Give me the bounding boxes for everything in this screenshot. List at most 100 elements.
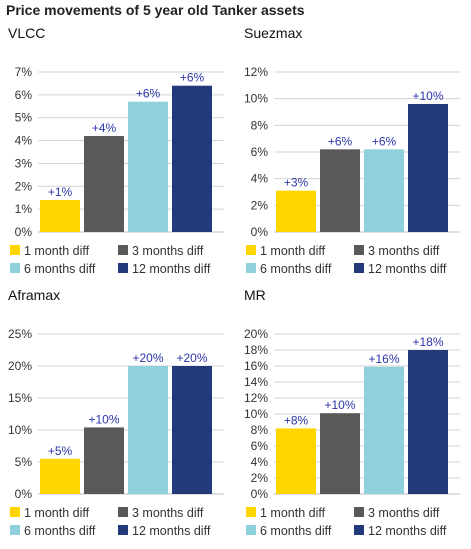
- data-label: +8%: [284, 413, 309, 427]
- legend-label: 6 months diff: [260, 524, 332, 538]
- bar-6-months-diff: [364, 366, 404, 494]
- bar-12-months-diff: [172, 366, 212, 494]
- bar-6-months-diff: [364, 149, 404, 232]
- legend-swatch: [354, 263, 364, 273]
- panel-title: Suezmax: [244, 25, 302, 41]
- y-tick-label: 0%: [15, 487, 33, 501]
- y-tick-label: 3%: [15, 156, 33, 170]
- legend-swatch: [354, 245, 364, 255]
- y-tick-label: 1%: [15, 202, 33, 216]
- data-label: +4%: [92, 121, 117, 135]
- y-tick-label: 8%: [251, 118, 269, 132]
- legend-swatch: [246, 507, 256, 517]
- y-tick-label: 7%: [15, 65, 33, 79]
- bar-3-months-diff: [84, 427, 124, 494]
- y-tick-label: 8%: [251, 423, 269, 437]
- data-label: +6%: [180, 71, 205, 85]
- bar-1-month-diff: [276, 428, 316, 494]
- y-tick-label: 6%: [15, 88, 33, 102]
- y-tick-label: 0%: [251, 487, 269, 501]
- data-label: +10%: [324, 398, 355, 412]
- panel-mr: MR 0% 2% 4% 6% 8% 10% 12% 14% 16% 18% 20% +8% +10% +16…: [236, 284, 471, 549]
- legend-swatch: [118, 507, 128, 517]
- y-tick-label: 15%: [8, 391, 32, 405]
- y-tick-label: 16%: [244, 359, 268, 373]
- data-label: +6%: [328, 134, 353, 148]
- legend-label: 6 months diff: [24, 524, 96, 538]
- y-tick-label: 10%: [244, 92, 268, 106]
- data-label: +20%: [176, 351, 207, 365]
- panel-suezmax: Suezmax 0% 2% 4% 6% 8% 10% 12% +3% +6% +6% +10% 1 mo…: [236, 22, 471, 287]
- y-tick-label: 5%: [15, 455, 33, 469]
- y-tick-label: 5%: [15, 111, 33, 125]
- data-label: +10%: [88, 412, 119, 426]
- legend-label: 1 month diff: [260, 506, 326, 520]
- y-tick-label: 18%: [244, 343, 268, 357]
- y-tick-label: 10%: [244, 407, 268, 421]
- legend-swatch: [10, 507, 20, 517]
- legend-swatch: [118, 263, 128, 273]
- legend-label: 12 months diff: [368, 262, 447, 276]
- legend-label: 12 months diff: [132, 524, 211, 538]
- bar-6-months-diff: [128, 101, 168, 232]
- chart-main-title: Price movements of 5 year old Tanker ass…: [6, 2, 305, 18]
- data-label: +18%: [412, 335, 443, 349]
- legend-label: 3 months diff: [368, 506, 440, 520]
- legend-label: 1 month diff: [24, 506, 90, 520]
- legend-label: 1 month diff: [260, 244, 326, 258]
- bar-6-months-diff: [128, 366, 168, 494]
- legend-label: 1 month diff: [24, 244, 90, 258]
- legend-swatch: [246, 525, 256, 535]
- panel-aframax: Aframax 0% 5% 10% 15% 20% 25% +5% +10% +20% +20% 1 …: [0, 284, 235, 549]
- y-tick-label: 12%: [244, 391, 268, 405]
- panel-vlcc: VLCC 0% 1% 2% 3% 4% 5% 6% 7% +1% +4% +6% +6% 1 month …: [0, 22, 235, 287]
- legend-swatch: [354, 507, 364, 517]
- legend-swatch: [118, 525, 128, 535]
- data-label: +16%: [368, 352, 399, 366]
- chart-svg: Suezmax 0% 2% 4% 6% 8% 10% 12% +3% +6% +6% +10% 1 mo…: [244, 25, 460, 276]
- data-label: +5%: [48, 444, 73, 458]
- y-tick-label: 6%: [251, 439, 269, 453]
- bar-1-month-diff: [40, 200, 80, 232]
- legend-label: 6 months diff: [24, 262, 96, 276]
- chart-svg: VLCC 0% 1% 2% 3% 4% 5% 6% 7% +1% +4% +6% +6% 1 month …: [8, 25, 224, 276]
- y-tick-label: 4%: [251, 455, 269, 469]
- data-label: +6%: [372, 134, 397, 148]
- legend-swatch: [118, 245, 128, 255]
- y-tick-label: 6%: [251, 145, 269, 159]
- y-tick-label: 10%: [8, 423, 32, 437]
- legend-label: 3 months diff: [368, 244, 440, 258]
- bar-3-months-diff: [320, 149, 360, 232]
- bar-12-months-diff: [408, 350, 448, 494]
- data-label: +3%: [284, 176, 309, 190]
- y-tick-label: 0%: [15, 225, 33, 239]
- y-tick-label: 2%: [251, 471, 269, 485]
- legend-swatch: [10, 525, 20, 535]
- bar-3-months-diff: [320, 413, 360, 494]
- data-label: +6%: [136, 87, 161, 101]
- y-tick-label: 14%: [244, 375, 268, 389]
- legend-swatch: [246, 245, 256, 255]
- legend-swatch: [10, 263, 20, 273]
- panel-title: VLCC: [8, 25, 45, 41]
- data-label: +20%: [132, 351, 163, 365]
- y-tick-label: 2%: [251, 198, 269, 212]
- bar-12-months-diff: [408, 104, 448, 232]
- legend-label: 6 months diff: [260, 262, 332, 276]
- y-tick-label: 4%: [251, 172, 269, 186]
- y-tick-label: 12%: [244, 65, 268, 79]
- y-tick-label: 20%: [244, 327, 268, 341]
- data-label: +1%: [48, 185, 73, 199]
- legend-swatch: [246, 263, 256, 273]
- legend-swatch: [354, 525, 364, 535]
- data-label: +10%: [412, 89, 443, 103]
- panel-title: Aframax: [8, 287, 60, 303]
- y-tick-label: 20%: [8, 359, 32, 373]
- legend-label: 3 months diff: [132, 244, 204, 258]
- y-tick-label: 4%: [15, 134, 33, 148]
- bar-1-month-diff: [40, 458, 80, 494]
- bar-3-months-diff: [84, 136, 124, 232]
- legend-swatch: [10, 245, 20, 255]
- chart-svg: MR 0% 2% 4% 6% 8% 10% 12% 14% 16% 18% 20% +8% +10% +16…: [244, 287, 460, 538]
